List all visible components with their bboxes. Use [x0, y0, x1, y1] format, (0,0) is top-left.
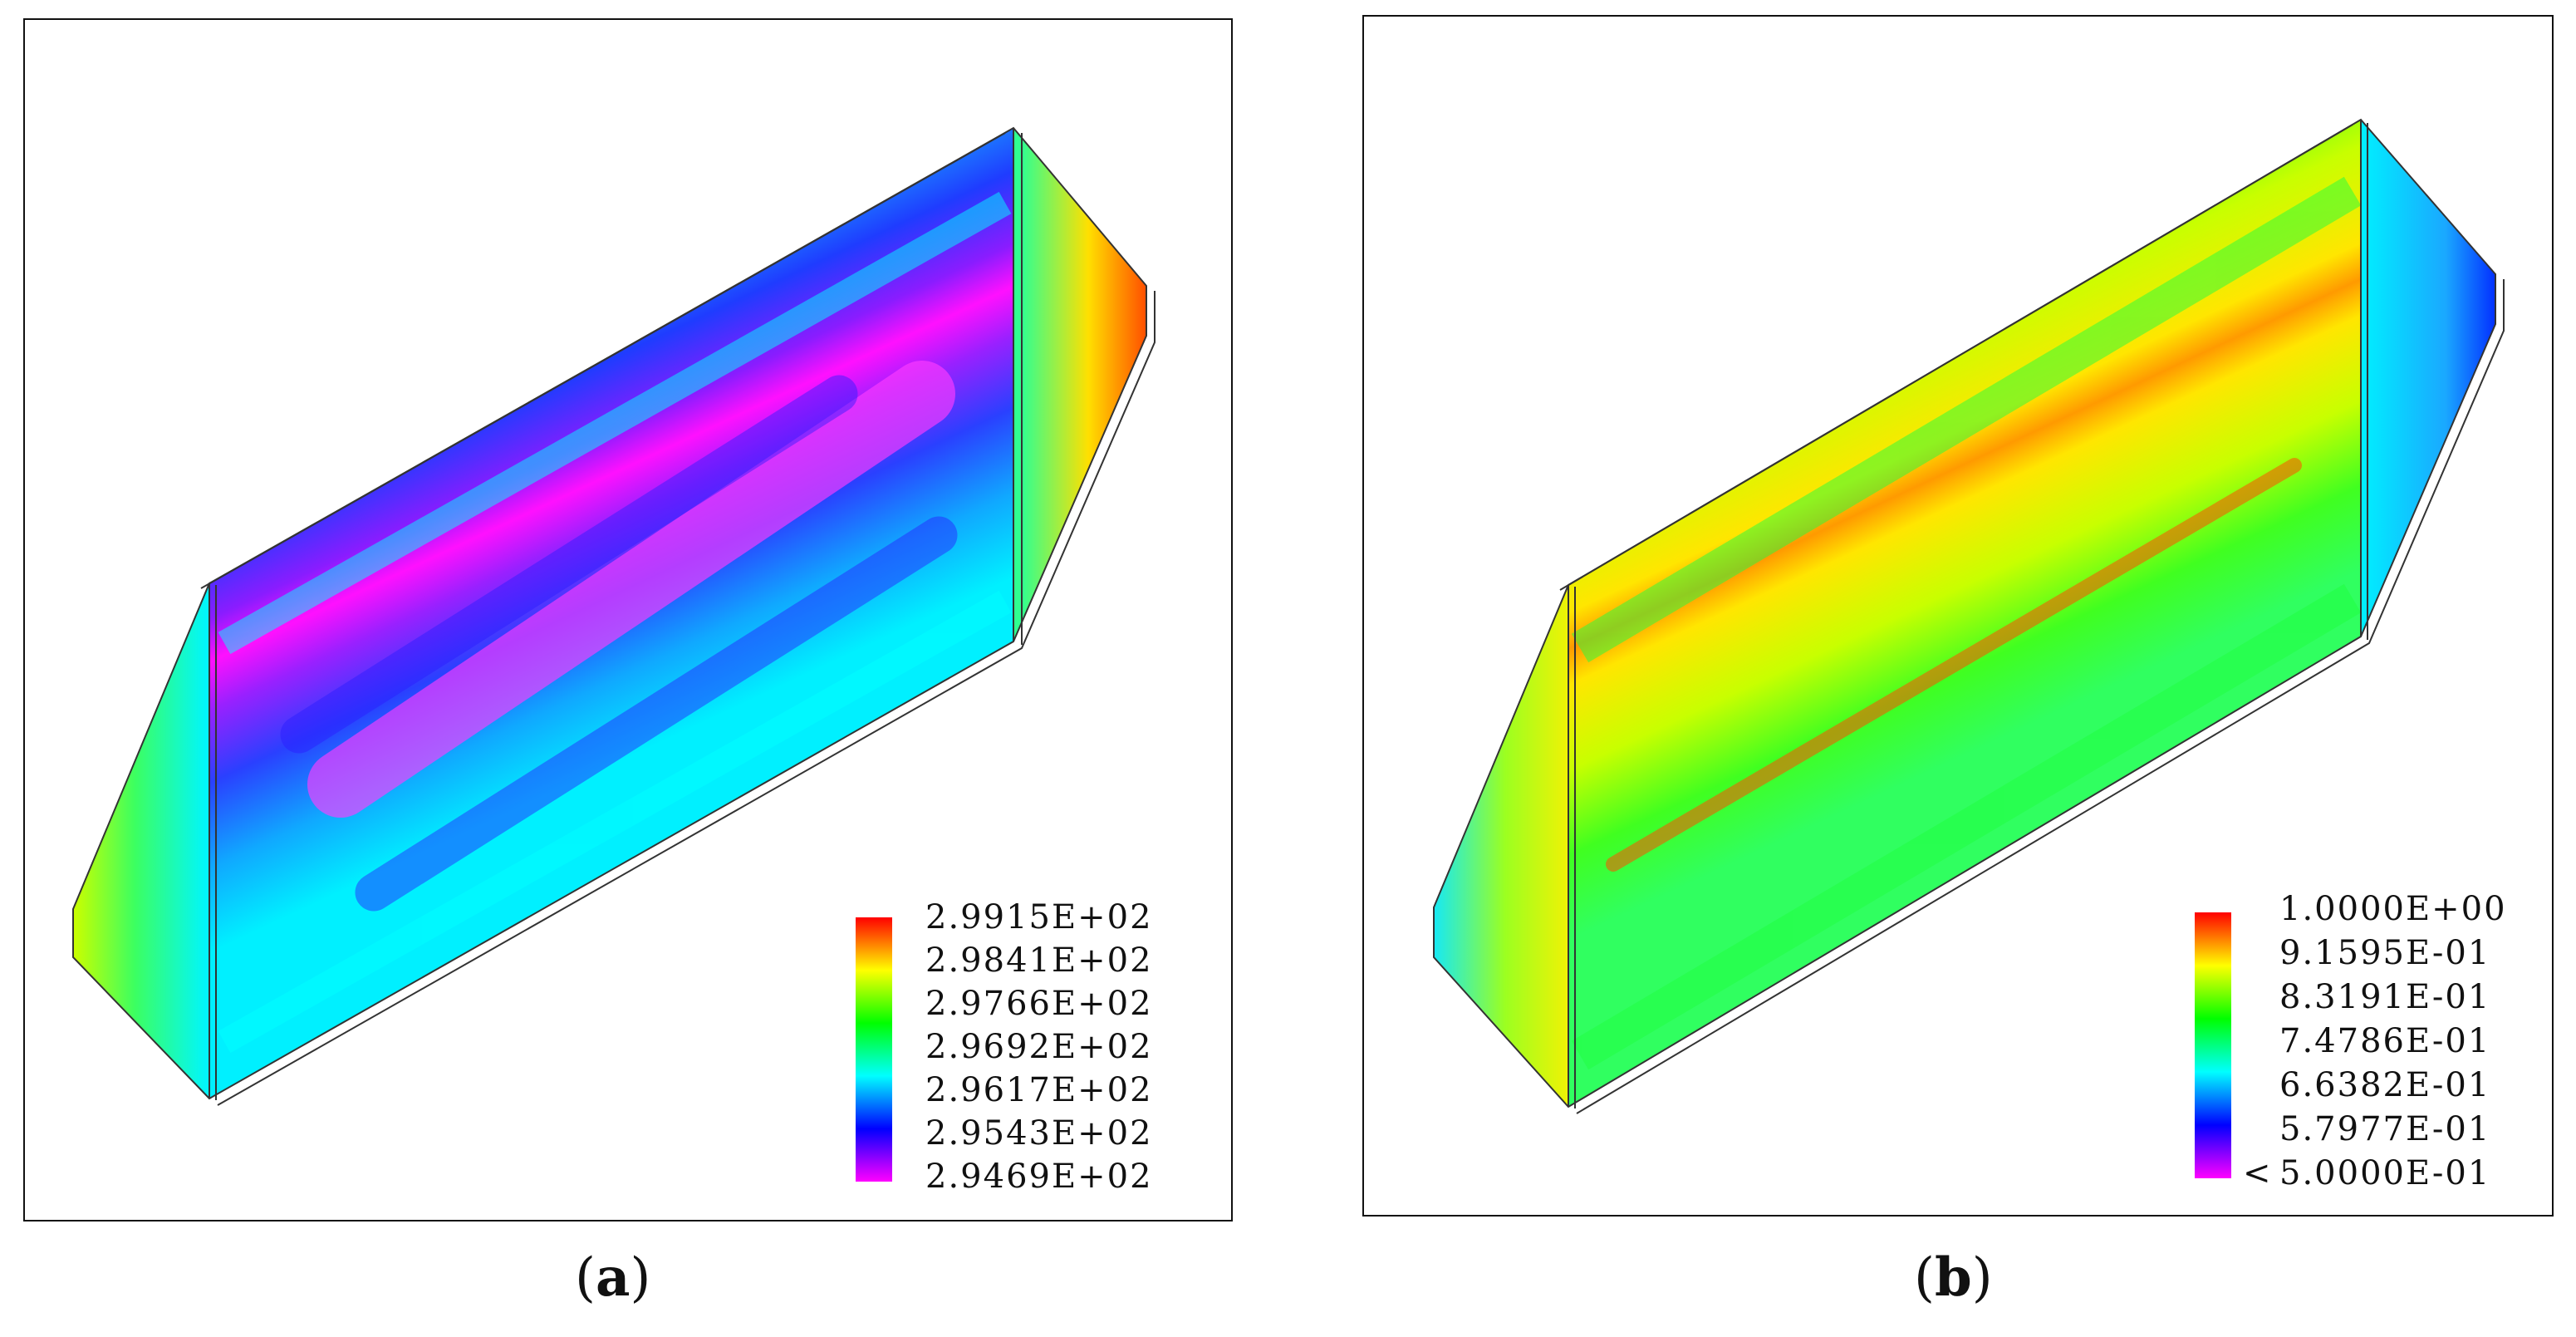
legend-label: 1.0000E+00 [2279, 890, 2507, 928]
caption-b: (b) [1914, 1246, 1993, 1309]
contour-panel-b: 1.0000E+00 9.1595E-01 8.3191E-01 7.4786E… [1362, 15, 2554, 1217]
legend-label: 2.9469E+02 [925, 1158, 1153, 1196]
legend-label: 7.4786E-01 [2279, 1022, 2491, 1060]
legend-label: 5.0000E-01 [2279, 1154, 2491, 1192]
legend-label: 2.9915E+02 [925, 898, 1153, 936]
legend-label: 2.9543E+02 [925, 1114, 1153, 1153]
legend-label: 2.9766E+02 [925, 985, 1153, 1023]
left-wedge-b [1434, 585, 1568, 1107]
contour-panel-a: 2.9915E+02 2.9841E+02 2.9766E+02 2.9692E… [23, 18, 1233, 1221]
right-wedge-a [1013, 128, 1146, 641]
contour-field-b [1433, 118, 2505, 1114]
legend-label: 2.9692E+02 [925, 1028, 1153, 1066]
legend-label: 2.9841E+02 [925, 941, 1153, 980]
left-wedge-a [73, 583, 209, 1099]
legend-prefix: < [2243, 1154, 2273, 1192]
contour-field-a [72, 126, 1156, 1106]
right-wedge-b [2361, 120, 2495, 637]
legend-label: 5.7977E-01 [2279, 1110, 2491, 1148]
colorbar-a [856, 917, 892, 1182]
caption-a: (a) [575, 1246, 651, 1309]
legend-label: 8.3191E-01 [2279, 978, 2491, 1016]
legend-label: 2.9617E+02 [925, 1071, 1153, 1109]
main-body-b [1568, 120, 2361, 1107]
legend-label: 9.1595E-01 [2279, 934, 2491, 972]
colorbar-b [2195, 912, 2231, 1178]
legend-label: 6.6382E-01 [2279, 1066, 2491, 1104]
